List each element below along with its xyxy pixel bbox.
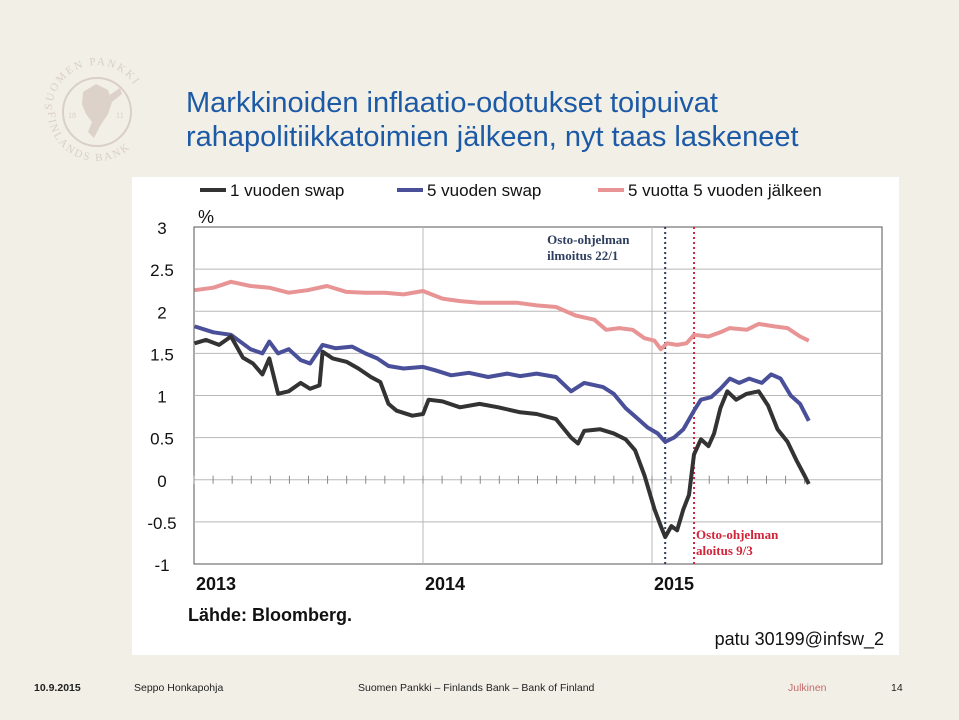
chart: 1 vuoden swap 5 vuoden swap 5 vuotta 5 vuo… <box>132 177 899 655</box>
footer-classification: Julkinen <box>788 682 827 694</box>
slide-title-line-2: rahapolitiikkatoimien jälkeen, nyt taas … <box>186 121 799 153</box>
footer-date: 10.9.2015 <box>34 682 81 694</box>
x-tick-label: 2015 <box>654 574 694 594</box>
y-tick-label: -1 <box>154 556 169 575</box>
bank-logo-seal: SUOMEN PANKKI FINLANDS BANK 18 11 <box>43 56 141 164</box>
chart-background <box>132 177 899 655</box>
series-line <box>194 279 810 352</box>
y-tick-label: 3 <box>157 219 166 238</box>
source-label: Lähde: Bloomberg. <box>188 605 352 625</box>
slide-title-line-1: Markkinoiden inflaatio-odotukset toipuiv… <box>186 87 718 119</box>
y-tick-label: 2 <box>157 303 166 322</box>
logo-year-left: 18 <box>68 111 76 120</box>
y-tick-label: -0.5 <box>147 514 176 533</box>
series-line <box>194 324 811 444</box>
slide-title: Markkinoiden inflaatio-odotukset toipuiv… <box>186 86 946 154</box>
x-tick-label: 2014 <box>425 574 465 594</box>
y-tick-label: 0.5 <box>150 430 174 449</box>
y-tick-label: 1 <box>157 388 166 407</box>
y-tick-label: 0 <box>157 472 166 491</box>
footer-author: Seppo Honkapohja <box>134 682 224 694</box>
x-tick-label: 2013 <box>196 574 236 594</box>
y-tick-label: 1.5 <box>150 345 174 364</box>
lion-icon <box>82 84 122 138</box>
y-tick-label: 2.5 <box>150 261 174 280</box>
legend-label: 5 vuoden swap <box>427 181 541 200</box>
legend-label: 1 vuoden swap <box>230 181 344 200</box>
logo-year-right: 11 <box>116 111 124 120</box>
event-label: aloitus 9/3 <box>696 543 753 558</box>
series-line <box>194 334 811 539</box>
legend-label: 5 vuotta 5 vuoden jälkeen <box>628 181 822 200</box>
footer-page-number: 14 <box>891 682 903 694</box>
footer-organization: Suomen Pankki – Finlands Bank – Bank of … <box>358 682 595 694</box>
unit-label: % <box>198 207 214 227</box>
event-label: ilmoitus 22/1 <box>547 248 618 263</box>
event-label: Osto-ohjelman <box>696 527 779 542</box>
event-label: Osto-ohjelman <box>547 232 630 247</box>
chart-code-label: patu 30199@infsw_2 <box>715 629 884 650</box>
